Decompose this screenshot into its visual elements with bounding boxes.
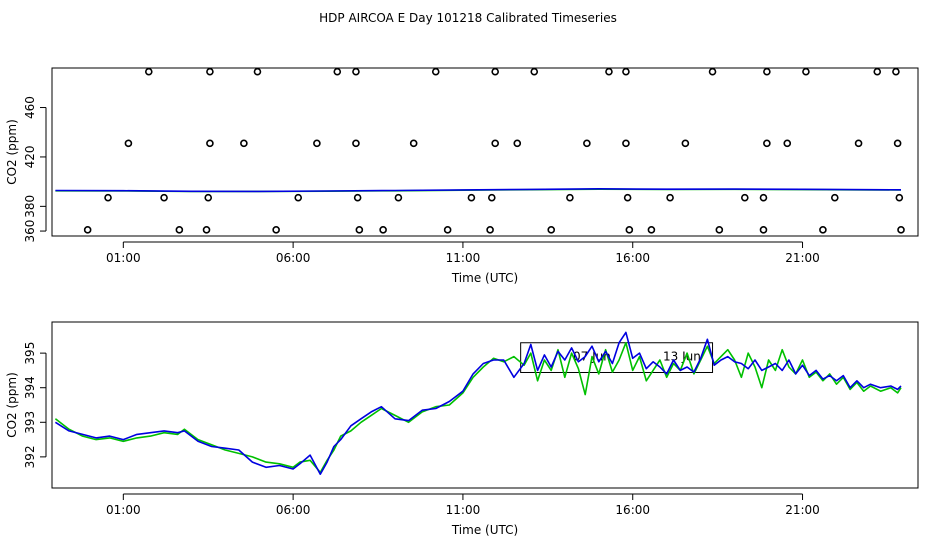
green-series-line	[54, 341, 902, 474]
data-point	[740, 193, 749, 202]
data-point	[144, 67, 153, 76]
data-point	[622, 139, 630, 148]
y-tick-label: 420	[23, 145, 37, 168]
data-point	[802, 67, 810, 76]
data-point	[623, 193, 632, 202]
data-point	[759, 226, 768, 234]
data-point	[467, 193, 476, 202]
data-point	[763, 139, 771, 148]
top-y-axis: 360 380 420 460	[23, 96, 47, 243]
data-point	[566, 193, 574, 202]
data-point	[353, 193, 362, 202]
data-point	[625, 226, 634, 234]
bottom-x-axis: 01:00 06:00 11:00 16:00 21:00	[106, 493, 820, 517]
data-point	[763, 67, 771, 76]
data-point	[333, 67, 342, 76]
data-point	[873, 67, 882, 76]
data-point	[819, 226, 827, 234]
data-point	[547, 226, 556, 234]
bottom-plot-marks: 07 Jun 13 Jun	[54, 331, 902, 475]
data-point	[160, 193, 168, 202]
data-point	[487, 193, 496, 202]
y-tick-label: 393	[23, 411, 37, 434]
x-tick-label: 21:00	[785, 503, 820, 517]
data-point	[352, 67, 360, 76]
data-point	[897, 226, 905, 234]
x-tick-label: 01:00	[106, 503, 141, 517]
data-point	[715, 226, 724, 234]
y-tick-label: 460	[23, 96, 37, 119]
data-point	[491, 67, 499, 76]
top-plot-frame	[51, 67, 919, 237]
data-point	[240, 139, 248, 148]
data-point	[530, 67, 539, 76]
data-point	[783, 139, 792, 148]
y-tick-label: 395	[23, 342, 37, 365]
data-point	[124, 139, 133, 148]
data-point	[486, 226, 494, 234]
data-point	[830, 193, 839, 202]
top-plot-marks	[55, 67, 905, 234]
x-tick-label: 21:00	[785, 251, 820, 265]
bottom-panel: 07 Jun 13 Jun 01:00 06:00 11:00 16:00 21:00 3…	[5, 321, 919, 537]
data-point	[206, 67, 214, 76]
blue-series-line	[54, 331, 902, 475]
data-point	[352, 139, 360, 148]
x-tick-label: 16:00	[615, 503, 650, 517]
data-point	[379, 226, 387, 234]
x-tick-label: 06:00	[276, 503, 311, 517]
bottom-y-axis: 392 393 394 395	[23, 342, 47, 468]
data-point	[681, 139, 690, 148]
data-point	[431, 67, 440, 76]
data-point	[647, 226, 656, 234]
top-panel: 01:00 06:00 11:00 16:00 21:00 360 380 420 460 T…	[5, 67, 919, 285]
y-tick-label: 360	[23, 220, 37, 243]
data-point	[491, 139, 499, 148]
data-point	[892, 67, 900, 76]
data-point	[206, 139, 214, 148]
data-point	[893, 139, 902, 148]
data-point	[443, 226, 452, 234]
data-point	[605, 67, 613, 76]
top-y-axis-label: CO2 (ppm)	[5, 119, 19, 185]
top-x-axis-label: Time (UTC)	[451, 271, 518, 285]
y-tick-label: 394	[23, 376, 37, 399]
data-point	[895, 193, 904, 202]
y-tick-label: 380	[23, 195, 37, 218]
data-point	[294, 193, 303, 202]
x-tick-label: 01:00	[106, 251, 141, 265]
data-point	[104, 193, 112, 202]
data-point	[253, 67, 262, 76]
data-point	[272, 226, 280, 234]
bottom-x-axis-label: Time (UTC)	[451, 523, 518, 537]
data-point	[313, 139, 321, 148]
y-tick-label: 392	[23, 445, 37, 468]
data-point	[175, 226, 184, 234]
data-point	[708, 67, 717, 76]
data-point	[666, 193, 674, 202]
annotation-label: 13 Jun	[663, 350, 701, 364]
data-point	[759, 193, 768, 202]
top-x-axis: 01:00 06:00 11:00 16:00 21:00	[106, 241, 820, 265]
data-point	[394, 193, 403, 202]
data-point	[622, 67, 630, 76]
x-tick-label: 11:00	[446, 251, 481, 265]
x-tick-label: 16:00	[615, 251, 650, 265]
x-tick-label: 06:00	[276, 251, 311, 265]
x-tick-label: 11:00	[446, 503, 481, 517]
data-point	[409, 139, 418, 148]
bottom-y-axis-label: CO2 (ppm)	[5, 372, 19, 438]
data-point	[204, 193, 213, 202]
data-point	[854, 139, 863, 148]
data-point	[513, 139, 522, 148]
blue-series-line	[55, 188, 902, 193]
figure-title: HDP AIRCOA E Day 101218 Calibrated Times…	[319, 11, 617, 25]
data-point	[83, 226, 92, 234]
data-point	[583, 139, 591, 148]
bottom-plot-frame	[51, 321, 919, 489]
data-point	[202, 226, 211, 234]
data-point	[355, 226, 364, 234]
